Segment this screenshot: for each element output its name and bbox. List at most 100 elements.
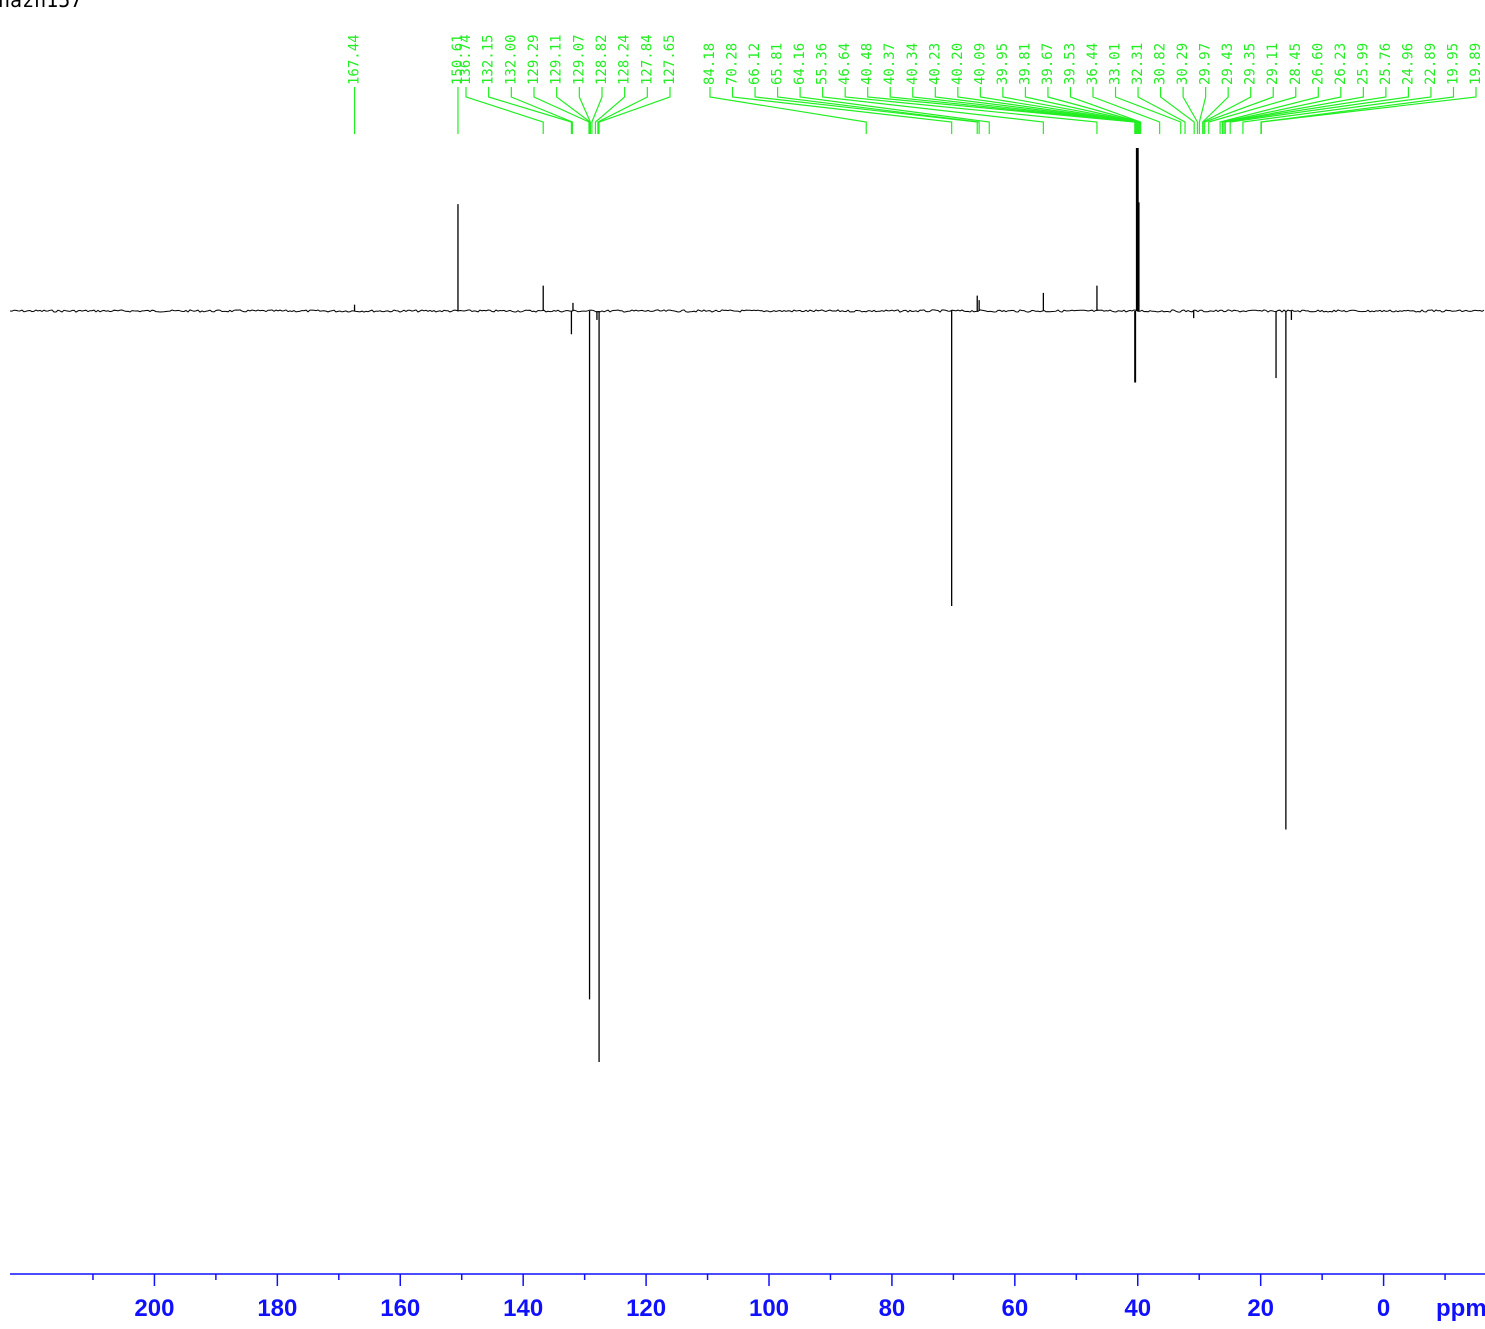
peak-label-46: 19.89 [1468, 43, 1484, 85]
peak-label-38: 28.45 [1288, 43, 1304, 85]
peak-label-13: 70.28 [725, 43, 741, 85]
peak-label-3: 132.15 [481, 34, 497, 85]
peak-label-19: 40.48 [860, 43, 876, 85]
peak-label-5: 129.29 [526, 34, 542, 85]
x-tick-label-100: 100 [749, 1295, 789, 1322]
peak-label-8: 128.82 [594, 34, 610, 85]
peak-label-15: 65.81 [770, 43, 786, 85]
peak-label-connector-27 [1047, 87, 1141, 134]
peak-label-29: 36.44 [1085, 43, 1101, 85]
x-tick-label-40: 40 [1124, 1295, 1151, 1322]
peak-label-25: 39.95 [995, 43, 1011, 85]
peak-label-connector-34 [1198, 87, 1207, 134]
peak-label-connector-25 [1002, 87, 1139, 134]
peak-label-connector-17 [822, 87, 1044, 134]
peak-label-39: 26.60 [1310, 43, 1326, 85]
peak-label-connector-33 [1182, 87, 1199, 134]
peak-label-connector-23 [957, 87, 1138, 134]
peak-label-14: 66.12 [747, 43, 763, 85]
peak-label-37: 29.11 [1265, 43, 1281, 85]
peak-label-45: 19.95 [1445, 43, 1461, 85]
peak-label-connector-16 [799, 87, 990, 134]
peak-label-connector-40 [1221, 87, 1342, 134]
peak-label-33: 30.29 [1175, 43, 1191, 85]
peak-label-connector-38 [1208, 87, 1297, 134]
x-tick-label-160: 160 [380, 1295, 420, 1322]
peak-label-20: 40.37 [882, 43, 898, 85]
peak-label-40: 26.23 [1333, 43, 1349, 85]
x-tick-label-140: 140 [503, 1295, 543, 1322]
peak-label-9: 128.24 [617, 34, 633, 85]
peak-label-10: 127.84 [639, 34, 655, 85]
peak-label-7: 129.07 [571, 34, 587, 85]
peak-label-connector-46 [1260, 87, 1477, 134]
peak-label-36: 29.35 [1243, 43, 1259, 85]
x-tick-label-180: 180 [257, 1295, 297, 1322]
peak-label-18: 46.64 [837, 43, 853, 85]
peak-label-43: 24.96 [1400, 43, 1416, 85]
peak-label-connector-21 [912, 87, 1137, 134]
x-tick-label-80: 80 [879, 1295, 906, 1322]
spectrum-title: hazh157 [0, 0, 83, 12]
peak-label-connector-24 [979, 87, 1138, 134]
peak-label-2: 136.74 [458, 34, 474, 85]
x-tick-label-20: 20 [1247, 1295, 1274, 1322]
peak-label-42: 25.76 [1378, 43, 1394, 85]
peak-label-6: 129.11 [549, 34, 565, 85]
peak-label-connector-41 [1223, 87, 1364, 134]
peak-label-connector-7 [578, 87, 591, 134]
peak-label-connector-44 [1242, 87, 1432, 134]
peak-label-23: 40.20 [950, 43, 966, 85]
peak-label-0: 167.44 [347, 34, 363, 85]
peak-label-11: 127.65 [662, 34, 678, 85]
peak-label-connector-8 [591, 87, 603, 134]
peak-label-connector-15 [776, 87, 980, 134]
peak-label-connector-39 [1219, 87, 1319, 134]
peak-label-22: 40.23 [927, 43, 943, 85]
x-tick-label-0: 0 [1377, 1295, 1390, 1322]
peak-label-26: 39.81 [1017, 43, 1033, 85]
peak-label-connector-10 [597, 87, 648, 134]
peak-label-connector-19 [867, 87, 1136, 134]
peak-label-connector-13 [731, 87, 953, 134]
peak-label-connector-32 [1159, 87, 1195, 134]
peak-label-connector-11 [598, 87, 671, 134]
spectrum-baseline [9, 309, 1485, 313]
peak-label-connector-4 [510, 87, 573, 134]
x-axis-unit-label: ppm [1436, 1295, 1485, 1322]
x-tick-label-200: 200 [134, 1295, 174, 1322]
peak-label-41: 25.99 [1355, 43, 1371, 85]
peak-label-connector-36 [1202, 87, 1252, 134]
peak-label-35: 29.43 [1220, 43, 1236, 85]
peak-label-connector-37 [1204, 87, 1274, 134]
peak-label-connector-12 [709, 87, 867, 134]
peak-label-12: 84.18 [702, 43, 718, 85]
peak-label-4: 132.00 [503, 34, 519, 85]
peak-label-1: 150.61 [450, 34, 466, 85]
peak-label-connector-2 [465, 87, 544, 134]
peak-label-28: 39.53 [1062, 43, 1078, 85]
peak-label-16: 64.16 [792, 43, 808, 85]
peak-label-34: 29.97 [1198, 43, 1214, 85]
peak-label-connector-14 [754, 87, 978, 134]
x-tick-label-60: 60 [1001, 1295, 1028, 1322]
peak-label-17: 55.36 [815, 43, 831, 85]
peak-label-connector-31 [1137, 87, 1186, 134]
peak-label-21: 40.34 [905, 43, 921, 85]
peak-label-connector-5 [533, 87, 590, 134]
x-tick-label-120: 120 [626, 1295, 666, 1322]
peak-label-connector-28 [1069, 87, 1142, 134]
peak-label-connector-43 [1229, 87, 1410, 134]
peak-label-connector-3 [488, 87, 573, 134]
peak-label-connector-42 [1224, 87, 1387, 134]
peak-label-31: 32.31 [1130, 43, 1146, 85]
peak-label-connector-9 [594, 87, 626, 134]
peak-label-44: 22.89 [1423, 43, 1439, 85]
peak-label-connector-18 [844, 87, 1098, 134]
peak-label-connector-26 [1024, 87, 1140, 134]
peak-label-connector-30 [1114, 87, 1182, 134]
peak-label-32: 30.82 [1153, 43, 1169, 85]
peak-label-30: 33.01 [1108, 43, 1124, 85]
peak-label-24: 40.09 [972, 43, 988, 85]
